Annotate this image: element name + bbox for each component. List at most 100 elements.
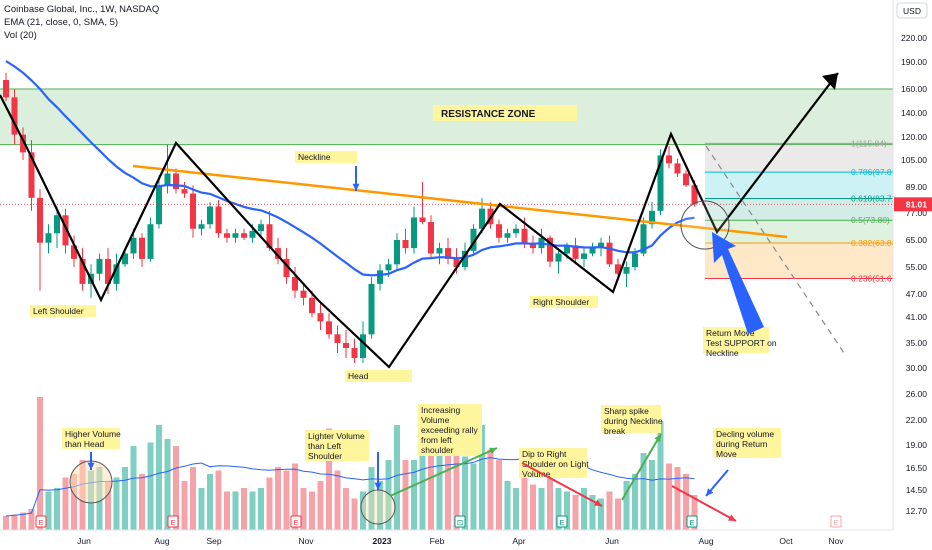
event-marker — [454, 515, 466, 528]
higher-volume-label-bg — [62, 428, 120, 449]
price-tick-label: 190.00 — [901, 57, 927, 67]
price-tick-label: 220.00 — [901, 33, 927, 43]
volume-bar — [334, 470, 341, 530]
volume-bar — [71, 474, 77, 530]
candle-body — [419, 217, 426, 222]
fib-level-label: 0.618(83.72) — [851, 193, 899, 203]
candle-body — [326, 321, 332, 335]
candle-body — [147, 224, 154, 259]
candle-body — [462, 250, 468, 267]
candle-body — [640, 224, 647, 254]
price-tick-label: 12.70 — [906, 506, 928, 516]
volume-bar — [181, 481, 188, 530]
sharp-spike-label-bg — [601, 405, 661, 433]
candle-body — [513, 228, 519, 234]
volume-bar — [589, 495, 596, 530]
candle-body — [666, 155, 672, 164]
volume-bar — [470, 463, 477, 530]
volume-bar — [581, 488, 587, 530]
volume-bar — [45, 491, 52, 530]
volume-bar — [674, 467, 681, 530]
candle-body — [207, 206, 213, 225]
candle-body — [173, 173, 179, 190]
volume-bar — [632, 474, 638, 530]
volume-bar — [207, 474, 213, 530]
candle-body — [674, 163, 681, 174]
candle-body — [300, 290, 307, 298]
volume-bar — [309, 491, 315, 530]
decline-volume-label: Decling volume during Return Move — [716, 429, 774, 459]
volume-bar — [198, 488, 205, 530]
currency-badge — [896, 2, 928, 19]
event-marker — [556, 515, 568, 528]
candle-body — [232, 233, 239, 238]
volume-bar — [666, 463, 672, 530]
volume-bar — [215, 470, 222, 530]
candle-body — [45, 233, 52, 243]
candle-body — [122, 253, 128, 265]
decline-volume-red-arrow-shaft — [671, 485, 737, 522]
candle-body — [28, 152, 35, 198]
price-tick-label: 65.00 — [906, 235, 928, 245]
volume-bar — [530, 484, 536, 530]
event-marker-label: E — [293, 518, 298, 527]
volume-bar — [385, 460, 392, 530]
fib-level-label: 1(115.84) — [851, 138, 887, 148]
candle-body — [589, 248, 596, 254]
candle-body — [581, 253, 587, 259]
candle-body — [351, 348, 358, 358]
left-shoulder-label: Left Shoulder — [33, 306, 84, 316]
price-tick-label: 16.50 — [906, 463, 928, 473]
volume-bar — [224, 491, 230, 530]
lighter-volume-arrow-head — [374, 482, 382, 490]
sharp-spike-arrow-head — [654, 434, 661, 442]
candle-body — [555, 253, 562, 262]
neckline-label: Neckline — [298, 152, 331, 162]
time-tick-label: Apr — [512, 536, 525, 546]
volume-bar — [479, 425, 485, 530]
candle-body — [649, 210, 655, 225]
time-tick-label: Nov — [298, 536, 314, 546]
volume-bar — [105, 481, 111, 530]
dashed-projection — [705, 145, 847, 357]
candle-body — [96, 258, 103, 274]
candle-body — [530, 242, 536, 249]
candle-body — [436, 248, 443, 254]
volume-bar — [139, 474, 145, 530]
volume-bar — [368, 467, 375, 530]
candle-body — [105, 258, 111, 284]
event-marker — [686, 515, 698, 528]
candle-body — [606, 242, 613, 265]
higher-volume-arrow-head — [87, 462, 95, 470]
dip-right-shoulder-label: Dip to Right Shoulder on Light Volume — [522, 449, 589, 479]
time-tick-label: Oct — [779, 536, 793, 546]
price-tick-label: 22.00 — [906, 415, 928, 425]
candle-body — [11, 97, 18, 135]
volume-bar — [445, 449, 451, 530]
volume-bar — [130, 446, 137, 530]
volume-bar — [28, 509, 35, 530]
candle-body — [598, 242, 604, 249]
volume-bar — [292, 463, 298, 530]
price-tick-label: 105.00 — [901, 155, 927, 165]
price-tick-label: 14.50 — [906, 485, 928, 495]
candle-body — [190, 193, 196, 229]
candle-body — [62, 215, 69, 246]
price-tick-label: 41.00 — [906, 312, 928, 322]
candle-body — [130, 237, 137, 254]
event-marker — [830, 515, 842, 528]
candle-body — [360, 334, 366, 358]
increasing-volume-label: Increasing Volume exceeding rally from left… — [421, 405, 478, 455]
candle-body — [623, 267, 630, 274]
candle-body — [20, 134, 26, 153]
price-tick-label: 47.00 — [906, 289, 928, 299]
higher-volume-label: Higher Volume than Head — [65, 429, 121, 449]
candle-body — [683, 173, 689, 186]
pattern-zigzag — [0, 72, 839, 369]
volume-bar — [555, 488, 562, 530]
candle-body — [394, 240, 400, 265]
candle-body — [3, 80, 9, 98]
volume-bar — [300, 488, 307, 530]
volume-bar — [394, 425, 400, 530]
